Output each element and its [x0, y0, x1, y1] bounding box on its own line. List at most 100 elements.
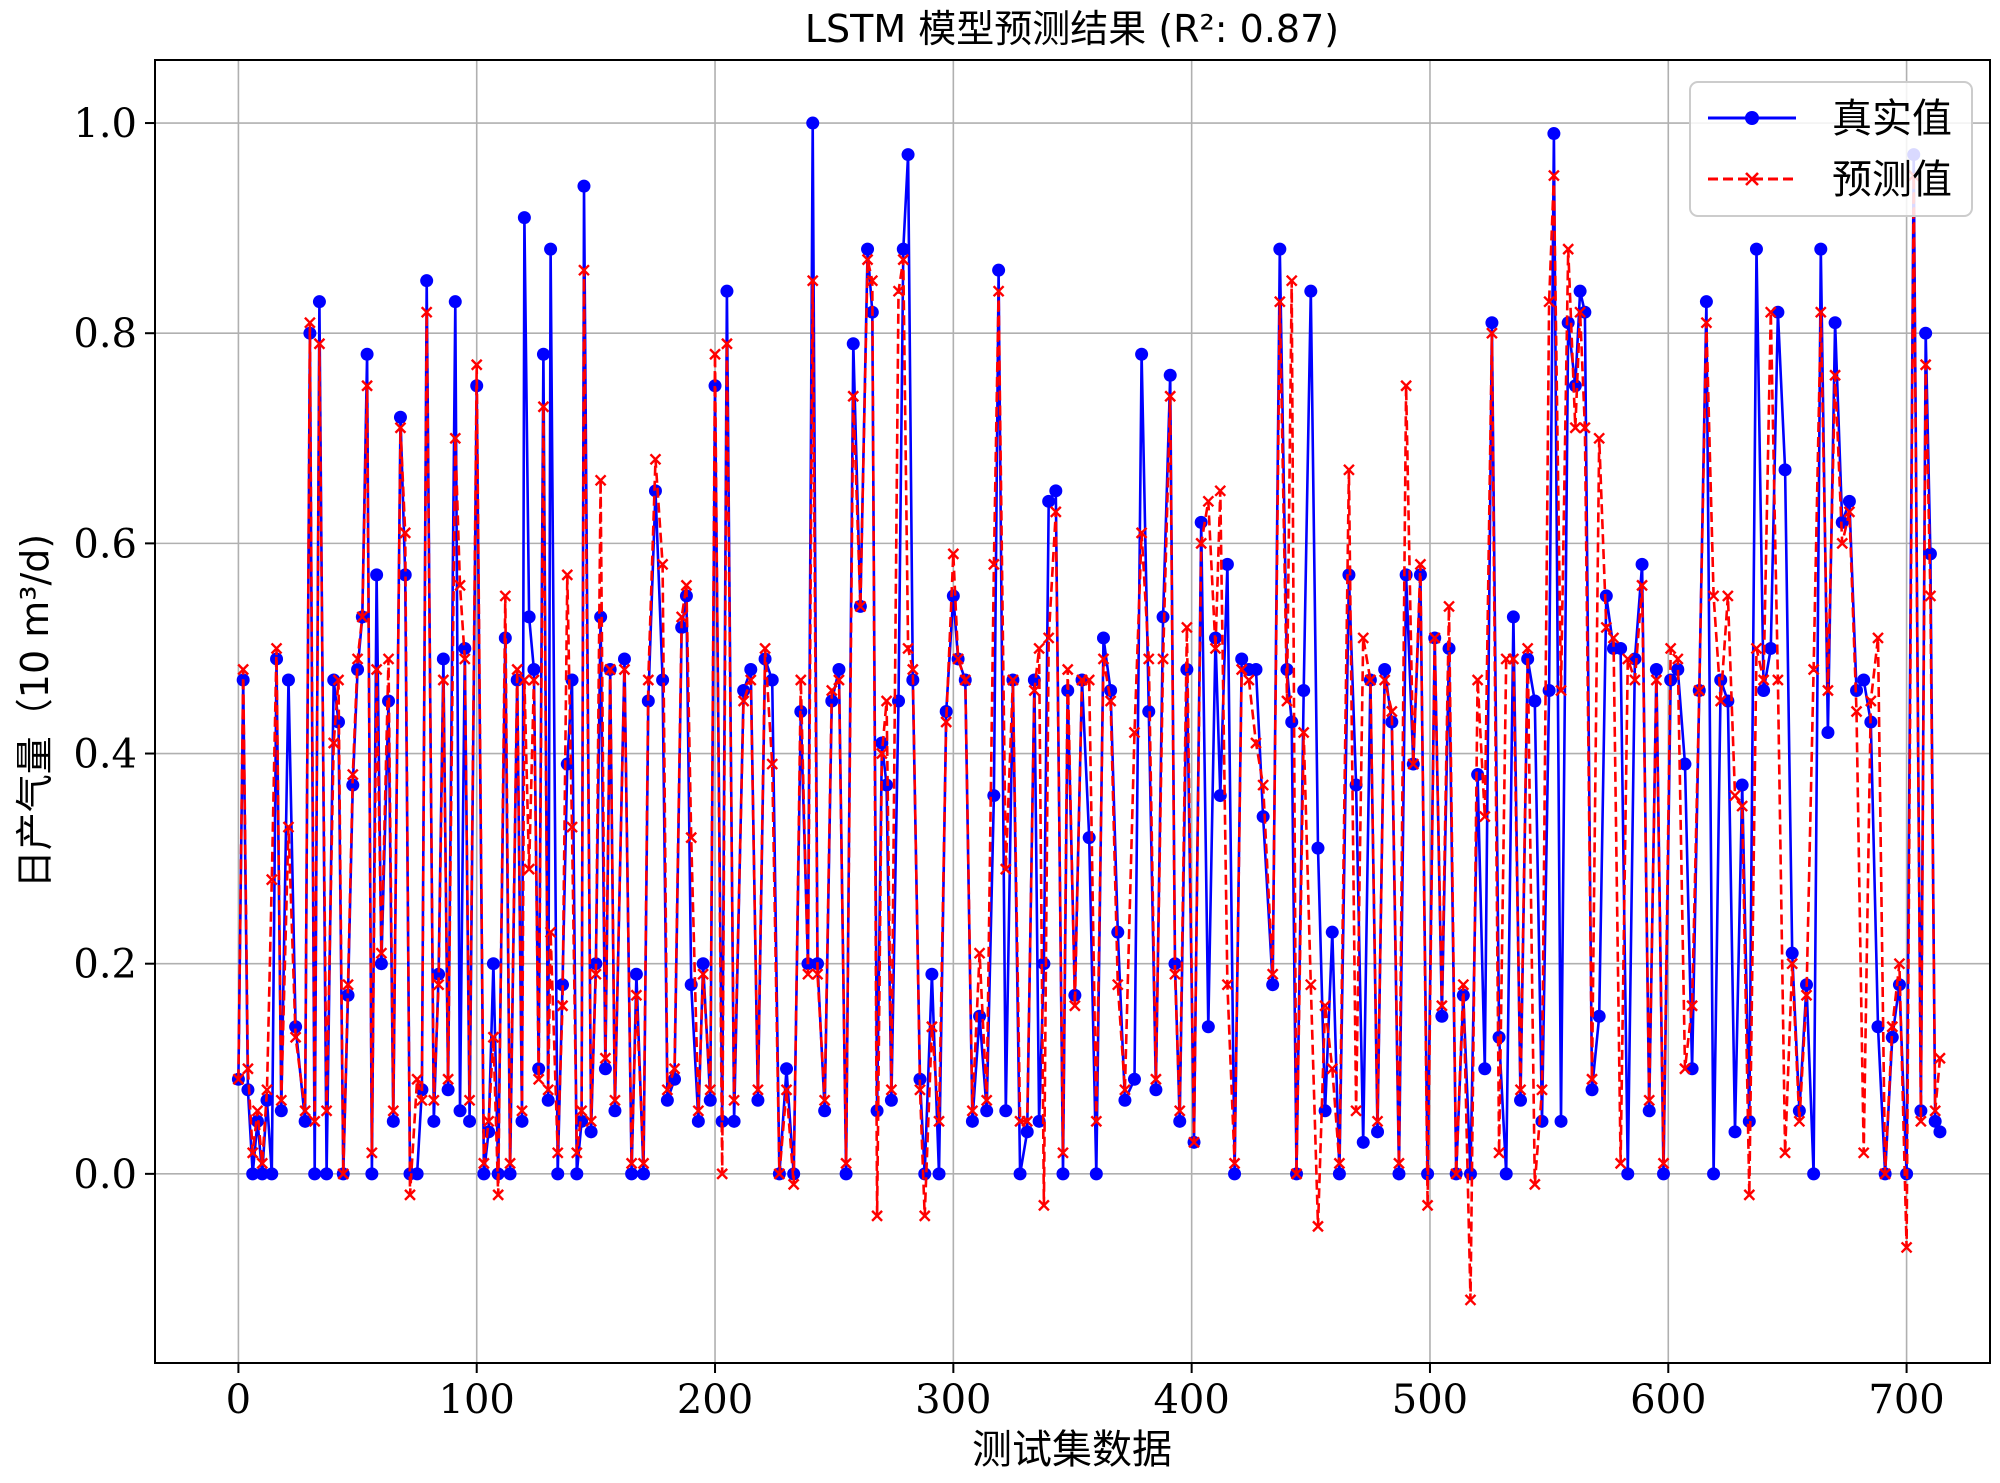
predicted-marker-stroke: [511, 663, 524, 676]
predicted-marker-stroke: [1643, 1094, 1656, 1107]
predicted-point-marker: [1097, 653, 1110, 665]
predicted-point-marker: [668, 1062, 681, 1075]
predicted-point-marker: [404, 1189, 416, 1201]
predicted-marker-stroke: [1188, 1136, 1200, 1149]
actual-point-marker: [308, 1167, 322, 1181]
predicted-marker-stroke: [716, 1168, 729, 1180]
actual-point-marker: [1235, 652, 1249, 666]
predicted-marker-stroke: [880, 695, 893, 707]
predicted-point-marker: [811, 968, 824, 981]
predicted-marker-stroke: [1304, 978, 1317, 991]
predicted-marker-stroke: [449, 432, 462, 445]
predicted-marker-stroke: [275, 1094, 288, 1107]
predicted-point-marker: [661, 1083, 674, 1096]
predicted-marker-stroke: [599, 1052, 612, 1065]
predicted-marker-stroke: [861, 253, 874, 266]
predicted-marker-stroke: [1919, 358, 1932, 371]
predicted-marker-stroke: [902, 642, 914, 655]
predicted-point-marker: [1350, 1104, 1362, 1117]
predicted-point-marker: [432, 978, 445, 991]
predicted-point-marker: [1371, 1115, 1384, 1128]
predicted-point-marker: [246, 1146, 259, 1159]
actual-point-marker: [432, 967, 446, 981]
predicted-point-marker: [1872, 632, 1884, 644]
predicted-point-marker: [382, 653, 395, 665]
predicted-point-marker: [1164, 390, 1177, 403]
predicted-marker-stroke: [308, 1115, 321, 1128]
predicted-marker-stroke: [1290, 1168, 1303, 1180]
predicted-marker-stroke: [1297, 726, 1310, 739]
actual-point-marker: [1685, 1062, 1699, 1076]
actual-point-marker: [410, 1167, 424, 1181]
predicted-point-marker: [806, 274, 819, 287]
predicted-marker-stroke: [1650, 674, 1663, 686]
actual-point-marker: [1671, 662, 1685, 676]
y-axis-label: 日产气量（10 m³/d): [13, 534, 57, 888]
actual-point-marker: [298, 1114, 312, 1128]
actual-point-marker: [289, 1020, 303, 1034]
predicted-marker-stroke: [482, 1115, 495, 1128]
actual-point-marker: [1614, 641, 1628, 655]
predicted-marker-stroke: [1436, 999, 1448, 1012]
predicted-point-marker: [1929, 1104, 1942, 1117]
predicted-point-marker: [528, 674, 540, 686]
predicted-marker-stroke: [1886, 1020, 1899, 1033]
predicted-marker-stroke: [1722, 590, 1734, 602]
predicted-marker-stroke: [1049, 505, 1062, 518]
x-tick-label: 700: [1868, 1377, 1944, 1423]
predicted-point-marker: [523, 863, 535, 875]
predicted-marker-stroke: [1228, 1157, 1241, 1170]
predicted-marker-stroke: [437, 674, 450, 686]
predicted-point-marker: [1443, 600, 1455, 613]
predicted-point-marker: [926, 1020, 938, 1033]
y-tick-label: 0.4: [73, 732, 137, 778]
predicted-point-marker: [1297, 726, 1310, 739]
actual-point-marker: [708, 379, 722, 393]
actual-point-marker: [660, 1093, 674, 1107]
predicted-point-marker: [918, 1210, 931, 1222]
predicted-marker-stroke: [825, 684, 838, 697]
predicted-marker-stroke: [752, 1083, 764, 1096]
predicted-marker-stroke: [1364, 674, 1377, 686]
actual-point-marker: [565, 673, 579, 687]
predicted-marker-stroke: [351, 653, 364, 665]
predicted-point-marker: [1686, 999, 1698, 1012]
predicted-marker-stroke: [744, 674, 757, 686]
predicted-marker-stroke: [1574, 306, 1586, 319]
predicted-point-marker: [1579, 421, 1591, 434]
predicted-point-marker: [1250, 737, 1262, 749]
actual-point-marker: [1621, 1167, 1635, 1181]
actual-point-marker: [1707, 1167, 1721, 1181]
predicted-point-marker: [1364, 674, 1377, 686]
predicted-point-marker: [885, 1083, 898, 1096]
actual-point-marker: [825, 694, 839, 708]
predicted-point-marker: [1621, 653, 1634, 665]
predicted-point-marker: [1173, 1104, 1186, 1117]
actual-point-marker: [1764, 641, 1778, 655]
predicted-point-marker: [504, 1157, 516, 1170]
predicted-point-marker: [1650, 674, 1663, 686]
predicted-marker-stroke: [478, 1157, 490, 1170]
legend-predicted-label: 预测值: [1832, 157, 1952, 203]
predicted-point-marker: [1714, 695, 1727, 707]
actual-point-marker: [312, 295, 326, 309]
predicted-marker-stroke: [847, 390, 860, 403]
actual-point-marker: [913, 1072, 927, 1086]
predicted-marker-stroke: [940, 716, 953, 728]
predicted-marker-stroke: [1083, 674, 1096, 686]
actual-point-marker: [1547, 127, 1561, 141]
predicted-marker-stroke: [773, 1168, 786, 1180]
actual-point-marker: [1378, 662, 1392, 676]
chart-title: LSTM 模型预测结果 (R²: 0.87): [805, 7, 1339, 51]
predicted-point-marker: [327, 737, 340, 749]
actual-point-marker: [1592, 1009, 1606, 1023]
actual-point-marker: [1923, 547, 1937, 561]
predicted-point-marker: [449, 432, 462, 445]
actual-point-marker: [1325, 925, 1339, 939]
predicted-marker-stroke: [737, 695, 750, 707]
predicted-point-marker: [1378, 674, 1391, 686]
predicted-marker-stroke: [463, 1094, 476, 1107]
actual-point-marker: [393, 410, 407, 424]
actual-point-marker: [570, 1167, 584, 1181]
